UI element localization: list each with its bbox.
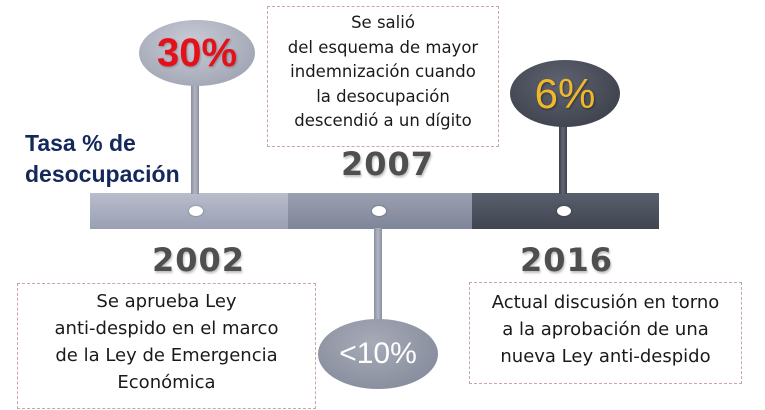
marker-2002 [189, 206, 203, 216]
stem-2007 [374, 228, 382, 322]
note-2002-line: Económica [117, 372, 216, 393]
marker-2007 [372, 206, 386, 216]
unemployment-rate-label: Tasa % de desocupación [25, 128, 225, 190]
rate-value-2007: <10% [339, 337, 417, 370]
year-2016: 2016 [520, 241, 614, 279]
rate-bubble-2007: <10% [318, 319, 438, 389]
year-2007: 2007 [341, 145, 435, 183]
note-2007-line: indemnización cuando [290, 62, 476, 81]
note-2007: Se salió del esquema de mayor indemnizac… [267, 6, 499, 147]
note-2016-line: nueva Ley anti-despido [500, 346, 711, 367]
label-line-2: desocupación [25, 161, 180, 187]
note-2007-line: del esquema de mayor [287, 37, 479, 57]
note-2007-line: descendió a un dígito [294, 111, 472, 130]
note-2002-line: anti-despido en el marco [54, 318, 279, 339]
stem-2016 [559, 124, 567, 194]
rate-value-2016: 6% [534, 69, 596, 117]
note-2007-line: la desocupación [316, 86, 450, 106]
marker-2016 [557, 206, 571, 216]
note-2016-line: Actual discusión en torno [491, 292, 720, 313]
label-line-1: Tasa % de [25, 130, 136, 156]
note-2002-line: Se aprueba Ley [96, 291, 237, 312]
note-2016: Actual discusión en torno a la aprobació… [469, 282, 742, 384]
note-2016-line: a la aprobación de una [502, 319, 709, 340]
rate-value-2002: 30% [156, 30, 238, 75]
stem-2002 [191, 84, 199, 194]
rate-bubble-2016: 6% [510, 60, 620, 127]
note-2007-line: Se salió [351, 13, 415, 32]
note-2002-line: de la Ley de Emergencia [55, 345, 278, 366]
year-2002: 2002 [152, 241, 246, 279]
note-2002: Se aprueba Ley anti-despido en el marco … [17, 283, 316, 409]
rate-bubble-2002: 30% [139, 20, 255, 86]
